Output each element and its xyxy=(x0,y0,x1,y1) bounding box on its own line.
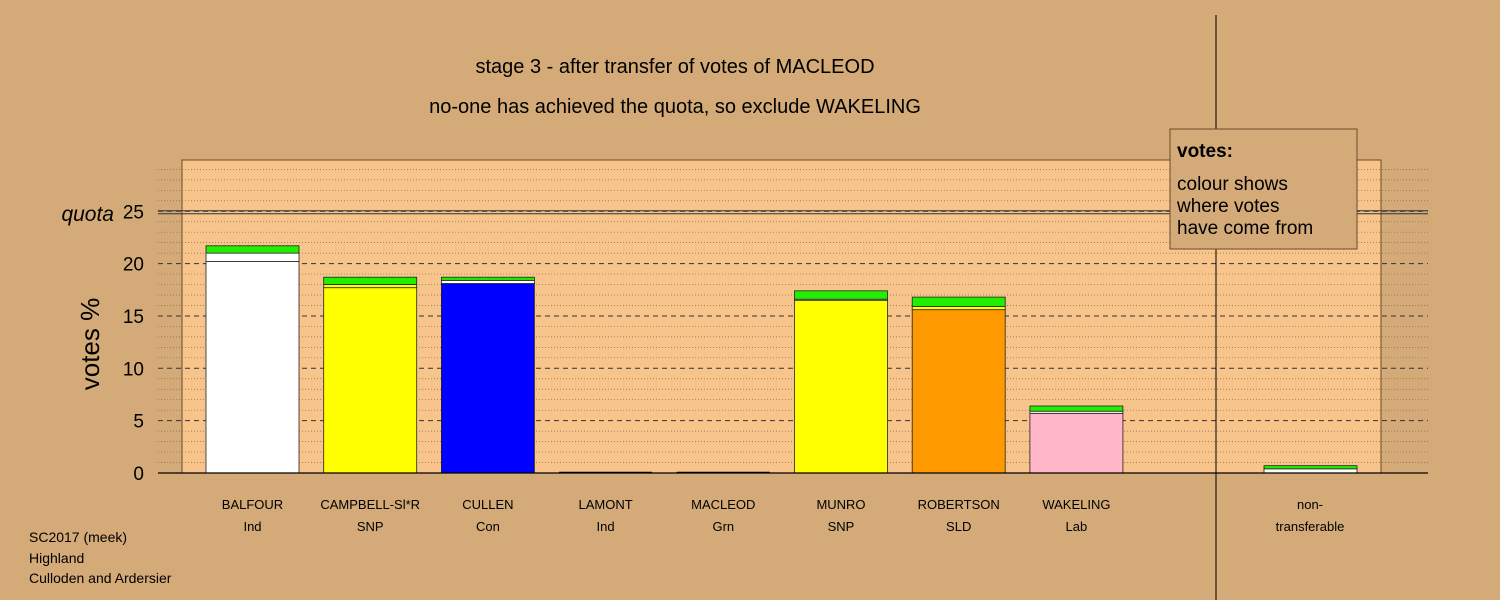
candidate-party-cullen: Con xyxy=(476,519,500,534)
candidate-name-balfour: BALFOUR xyxy=(222,497,283,512)
candidate-party-lamont: Ind xyxy=(597,519,615,534)
y-tick-label: 15 xyxy=(123,307,144,328)
y-tick-label: 10 xyxy=(123,359,144,380)
bars xyxy=(205,245,1358,474)
bar-balfour-segment xyxy=(205,261,300,474)
candidate-name-munro: MUNRO xyxy=(816,497,865,512)
footer-council: Highland xyxy=(29,550,84,566)
bar-cullen-segment xyxy=(440,283,535,474)
footer-election: SC2017 (meek) xyxy=(29,529,127,545)
bar-robertson-segment xyxy=(911,296,1006,307)
candidate-name-macleod: MACLEOD xyxy=(691,497,755,512)
legend: votes: colour shows where votes have com… xyxy=(1169,128,1358,250)
nontransferable-label-1: non- xyxy=(1297,497,1323,512)
candidate-party-balfour: Ind xyxy=(243,519,261,534)
y-axis: 0 5 10 15 20 25 xyxy=(123,15,1428,600)
y-tick-label: 5 xyxy=(133,412,144,433)
legend-title: votes: xyxy=(1177,141,1233,162)
y-tick-label: 20 xyxy=(123,255,144,276)
candidate-party-campbell-sl-r: SNP xyxy=(357,519,384,534)
bar-campbell-sl-r-segment xyxy=(323,284,418,289)
bar-munro-segment xyxy=(794,290,888,300)
bar-robertson-segment xyxy=(911,306,1006,311)
candidate-party-munro: SNP xyxy=(828,519,855,534)
chart-subtitle: no-one has achieved the quota, so exclud… xyxy=(429,96,921,118)
candidate-name-robertson: ROBERTSON xyxy=(918,497,1000,512)
bar-robertson-segment xyxy=(911,309,1006,474)
bar-campbell-sl-r-segment xyxy=(323,287,418,474)
legend-line-3: have come from xyxy=(1177,218,1313,239)
candidate-party-wakeling: Lab xyxy=(1066,519,1088,534)
quota-label: quota xyxy=(61,203,114,226)
bar-balfour-segment xyxy=(205,252,300,262)
y-axis-label: votes % xyxy=(75,298,105,391)
bar-munro-segment xyxy=(794,299,888,474)
y-tick-label: 0 xyxy=(133,464,144,485)
candidate-name-campbell-sl-r: CAMPBELL-Sl*R xyxy=(320,497,420,512)
bar-cullen-segment xyxy=(440,279,535,284)
bar-balfour-segment xyxy=(205,245,300,254)
candidate-name-lamont: LAMONT xyxy=(579,497,633,512)
bar-nontransferable-segment xyxy=(1263,465,1358,470)
legend-line-1: colour shows xyxy=(1177,174,1288,195)
chart-title: stage 3 - after transfer of votes of MAC… xyxy=(475,56,874,78)
bar-campbell-sl-r-segment xyxy=(323,276,418,285)
candidate-name-cullen: CULLEN xyxy=(462,497,513,512)
x-labels: BALFOUR Ind CAMPBELL-Sl*R SNP CULLEN Con LAMON… xyxy=(222,497,1345,534)
candidate-name-wakeling: WAKELING xyxy=(1042,497,1110,512)
nontransferable-label-2: transferable xyxy=(1276,519,1345,534)
footer-ward: Culloden and Ardersier xyxy=(29,570,172,586)
y-tick-label: 25 xyxy=(123,202,144,223)
bar-cullen-segment xyxy=(440,276,535,281)
bar-wakeling-segment xyxy=(1029,412,1124,474)
bar-wakeling-segment xyxy=(1029,405,1124,412)
legend-line-2: where votes xyxy=(1176,196,1279,217)
candidate-party-robertson: SLD xyxy=(946,519,971,534)
candidate-party-macleod: Grn xyxy=(712,519,734,534)
